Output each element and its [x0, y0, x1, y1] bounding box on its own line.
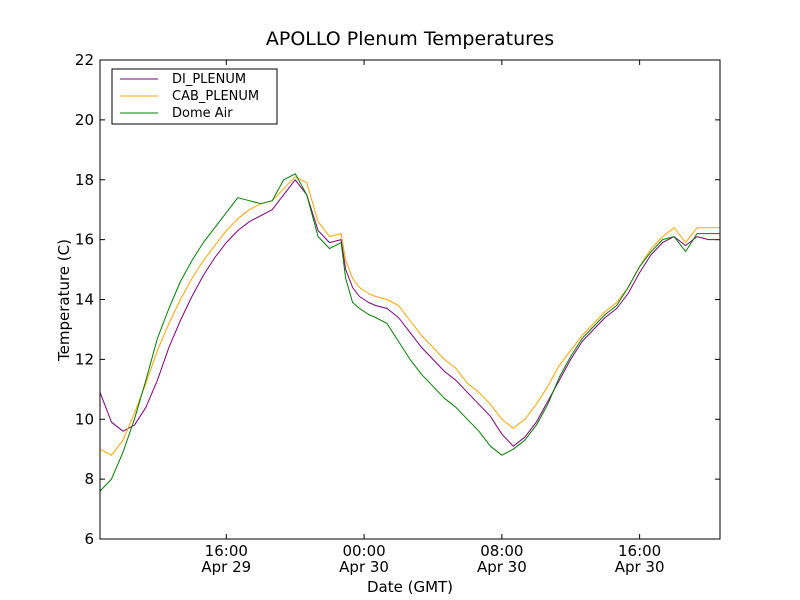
y-axis-label: Temperature (C): [55, 239, 73, 362]
x-tick-label-time: 00:00: [342, 542, 385, 560]
y-tick-label: 14: [75, 291, 94, 309]
series-line-dome-air: [99, 173, 720, 492]
y-tick-label: 8: [84, 470, 94, 488]
legend-label-cab-plenum: CAB_PLENUM: [172, 89, 259, 104]
y-tick-label: 16: [75, 231, 94, 249]
plot-frame: [99, 59, 721, 540]
legend: DI_PLENUM CAB_PLENUM Dome Air: [111, 68, 278, 125]
x-tick-label-date: Apr 30: [477, 558, 527, 576]
x-axis-label: Date (GMT): [367, 578, 453, 596]
x-tick-label-time: 08:00: [480, 542, 523, 560]
y-tick-label: 10: [75, 410, 94, 428]
legend-label-di-plenum: DI_PLENUM: [172, 72, 246, 87]
legend-label-dome-air: Dome Air: [172, 106, 233, 121]
x-tick-label-date: Apr 30: [339, 558, 389, 576]
series-line-di-plenum: [99, 179, 720, 447]
plot-area: [100, 60, 720, 539]
chart-title: APOLLO Plenum Temperatures: [266, 28, 554, 50]
y-tick-label: 20: [75, 111, 94, 129]
series-line-cab-plenum: [99, 176, 720, 456]
y-tick-label: 12: [75, 350, 94, 368]
series-group: [99, 173, 720, 492]
y-tick-label: 18: [75, 171, 94, 189]
x-tick-label-date: Apr 30: [615, 558, 665, 576]
y-tick-label: 22: [75, 51, 94, 69]
x-tick-label-time: 16:00: [205, 542, 248, 560]
x-tick-label-time: 16:00: [618, 542, 661, 560]
y-tick-label: 6: [84, 530, 94, 548]
x-tick-label-date: Apr 29: [201, 558, 251, 576]
